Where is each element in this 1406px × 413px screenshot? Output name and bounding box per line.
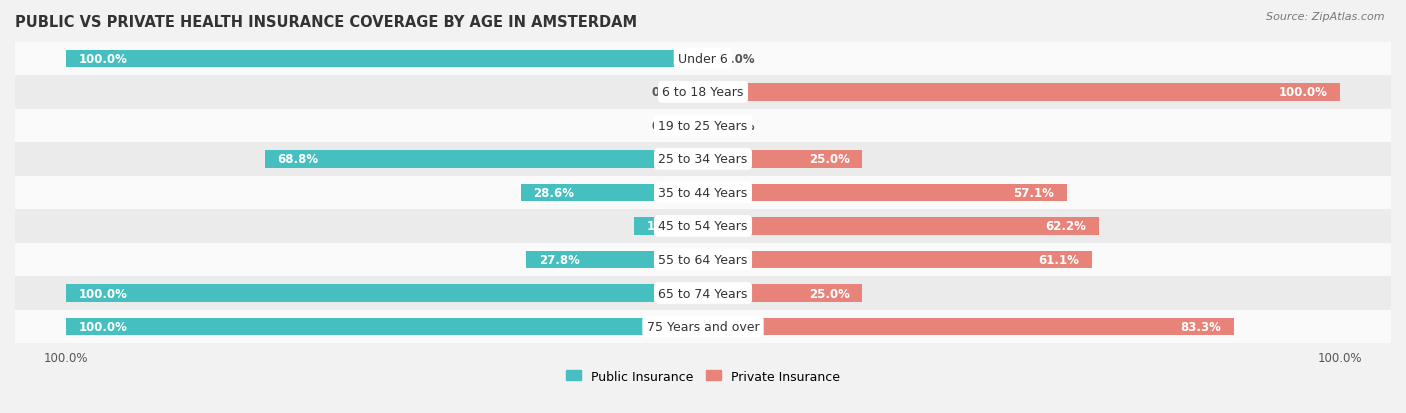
Text: Under 6: Under 6: [678, 53, 728, 66]
Bar: [703, 184, 1067, 202]
Bar: [703, 318, 1233, 335]
Bar: [703, 117, 716, 135]
Text: Source: ZipAtlas.com: Source: ZipAtlas.com: [1267, 12, 1385, 22]
Text: 55 to 64 Years: 55 to 64 Years: [658, 253, 748, 266]
Text: 0.0%: 0.0%: [651, 120, 683, 133]
Bar: [690, 84, 703, 101]
Text: 25.0%: 25.0%: [808, 153, 849, 166]
Text: 0.0%: 0.0%: [723, 53, 755, 66]
Bar: [526, 251, 703, 268]
Text: 100.0%: 100.0%: [79, 53, 128, 66]
Text: 10.8%: 10.8%: [647, 220, 688, 233]
Text: 100.0%: 100.0%: [79, 320, 128, 333]
Bar: [703, 218, 1099, 235]
Text: 61.1%: 61.1%: [1039, 253, 1080, 266]
Text: 68.8%: 68.8%: [277, 153, 319, 166]
Bar: [3, 243, 1403, 277]
Bar: [3, 210, 1403, 243]
Bar: [703, 285, 862, 302]
Bar: [66, 50, 703, 68]
Bar: [703, 50, 716, 68]
Text: 19 to 25 Years: 19 to 25 Years: [658, 120, 748, 133]
Text: 100.0%: 100.0%: [1278, 86, 1327, 99]
Text: 25 to 34 Years: 25 to 34 Years: [658, 153, 748, 166]
Bar: [3, 277, 1403, 310]
Bar: [520, 184, 703, 202]
Bar: [264, 151, 703, 168]
Text: PUBLIC VS PRIVATE HEALTH INSURANCE COVERAGE BY AGE IN AMSTERDAM: PUBLIC VS PRIVATE HEALTH INSURANCE COVER…: [15, 15, 637, 30]
Text: 83.3%: 83.3%: [1180, 320, 1220, 333]
Bar: [3, 176, 1403, 210]
Text: 75 Years and over: 75 Years and over: [647, 320, 759, 333]
Text: 100.0%: 100.0%: [79, 287, 128, 300]
Text: 35 to 44 Years: 35 to 44 Years: [658, 187, 748, 199]
Text: 62.2%: 62.2%: [1046, 220, 1087, 233]
Text: 25.0%: 25.0%: [808, 287, 849, 300]
Bar: [690, 117, 703, 135]
Bar: [634, 218, 703, 235]
Legend: Public Insurance, Private Insurance: Public Insurance, Private Insurance: [561, 365, 845, 387]
Text: 57.1%: 57.1%: [1014, 187, 1054, 199]
Bar: [3, 143, 1403, 176]
Bar: [3, 43, 1403, 76]
Bar: [3, 310, 1403, 344]
Bar: [703, 84, 1340, 101]
Text: 65 to 74 Years: 65 to 74 Years: [658, 287, 748, 300]
Text: 0.0%: 0.0%: [723, 120, 755, 133]
Bar: [66, 318, 703, 335]
Text: 0.0%: 0.0%: [651, 86, 683, 99]
Text: 28.6%: 28.6%: [533, 187, 575, 199]
Text: 6 to 18 Years: 6 to 18 Years: [662, 86, 744, 99]
Bar: [703, 151, 862, 168]
Bar: [3, 76, 1403, 109]
Bar: [703, 251, 1092, 268]
Text: 27.8%: 27.8%: [538, 253, 579, 266]
Bar: [66, 285, 703, 302]
Text: 45 to 54 Years: 45 to 54 Years: [658, 220, 748, 233]
Bar: [3, 109, 1403, 143]
